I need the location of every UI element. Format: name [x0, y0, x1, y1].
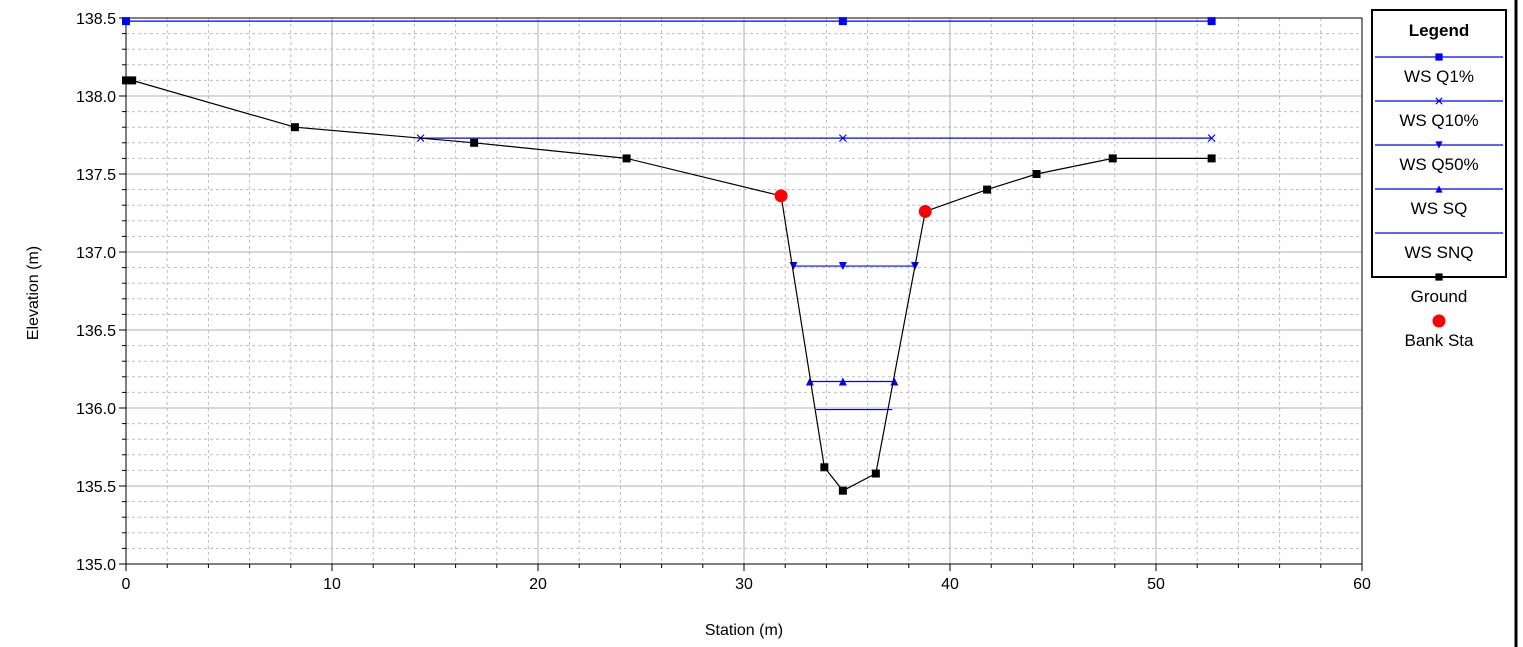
y-tick-label: 138.5 [76, 11, 116, 28]
series-ws-q1 [122, 17, 1216, 26]
y-axis-title: Elevation (m) [25, 246, 42, 340]
x-tick-label: 40 [941, 576, 959, 593]
legend: Legend WS Q1% WS Q10% WS Q50% WS SQ WS SNQ Gr… [1371, 9, 1507, 350]
y-axis-tick-labels: 135.0 135.5 136.0 136.5 137.0 137.5 138.0 138.5 [76, 11, 116, 574]
data-point-ground [470, 138, 479, 147]
series-bank-sta [774, 189, 932, 218]
axis-ticks [119, 17, 1363, 571]
data-point-ws-q10 [1207, 134, 1216, 143]
x-tick-label: 10 [323, 576, 341, 593]
x-tick-label: 0 [122, 576, 131, 593]
data-point-ground [871, 469, 880, 478]
series-ws-q10 [416, 134, 1216, 143]
legend-item-ground: Ground [1375, 273, 1503, 306]
data-point-ws-q10 [838, 134, 847, 143]
data-point-ws-sq [838, 377, 847, 386]
data-point-ground [1032, 170, 1041, 178]
legend-item-ws-snq: WS SNQ [1375, 232, 1503, 262]
x-tick-label: 60 [1353, 576, 1371, 593]
x-axis-title: Station (m) [705, 622, 783, 639]
data-point-ground [122, 76, 130, 85]
legend-label: WS Q1% [1404, 67, 1474, 86]
legend-label: Bank Sta [1405, 331, 1475, 350]
series-line-ground [126, 79, 1212, 492]
legend-item-ws-sq: WS SQ [1375, 185, 1503, 218]
data-point-ground [622, 154, 631, 163]
data-point-ws-q1 [122, 17, 130, 26]
legend-swatch-marker [1432, 314, 1446, 328]
legend-label: WS Q10% [1399, 111, 1478, 130]
legend-item-ws-q1: WS Q1% [1375, 53, 1503, 86]
data-point-ground [983, 185, 992, 194]
data-point-ground [290, 123, 299, 132]
legend-label: WS SNQ [1405, 243, 1474, 262]
y-tick-label: 136.5 [76, 323, 116, 340]
legend-swatch-marker [1435, 97, 1443, 105]
data-point-ws-q1 [838, 17, 847, 26]
legend-items: WS Q1% WS Q10% WS Q50% WS SQ WS SNQ Ground Ban… [1375, 53, 1503, 350]
legend-item-bank-sta: Bank Sta [1405, 314, 1475, 350]
legend-swatch-marker [1435, 53, 1443, 61]
series-ground [122, 76, 1216, 495]
data-point-ground [1207, 154, 1216, 163]
series-ws-sq [805, 377, 899, 386]
legend-swatch-marker [1435, 141, 1443, 149]
data-point-ground [128, 76, 137, 85]
y-tick-label: 135.0 [76, 557, 116, 574]
major-gridlines [125, 17, 1363, 565]
series-ws-q50 [789, 262, 919, 271]
series-layer [122, 17, 1216, 495]
y-tick-label: 136.0 [76, 401, 116, 418]
x-tick-label: 20 [529, 576, 547, 593]
legend-label: Ground [1411, 287, 1468, 306]
y-tick-label: 137.0 [76, 245, 116, 262]
y-tick-label: 138.0 [76, 89, 116, 106]
legend-item-ws-q10: WS Q10% [1375, 97, 1503, 130]
y-tick-label: 137.5 [76, 167, 116, 184]
legend-swatch-marker [1435, 185, 1443, 193]
data-point-bank-sta [918, 204, 932, 218]
data-point-ground [1108, 154, 1117, 163]
legend-title: Legend [1409, 21, 1469, 40]
data-point-ground [838, 486, 847, 495]
y-tick-label: 135.5 [76, 479, 116, 496]
data-point-ws-sq [805, 377, 814, 386]
data-point-ws-q1 [1207, 17, 1216, 26]
legend-swatch-marker [1435, 273, 1443, 281]
data-point-ws-q50 [838, 262, 847, 271]
data-point-bank-sta [774, 189, 788, 203]
legend-label: WS SQ [1411, 199, 1468, 218]
legend-item-ws-q50: WS Q50% [1375, 141, 1503, 174]
legend-label: WS Q50% [1399, 155, 1478, 174]
data-point-ground [820, 463, 829, 472]
x-axis-tick-labels: 0 10 20 30 40 50 60 [122, 576, 1371, 593]
x-tick-label: 30 [735, 576, 753, 593]
x-tick-label: 50 [1147, 576, 1165, 593]
